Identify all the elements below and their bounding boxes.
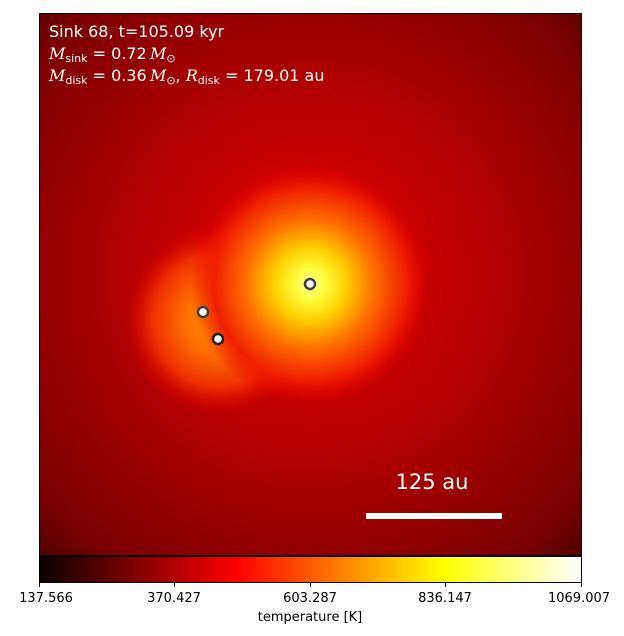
sink-marker xyxy=(211,332,225,346)
temperature-map xyxy=(39,13,582,556)
colorbar-tick-label: 137.566 xyxy=(19,591,73,606)
sink-marker xyxy=(303,277,317,291)
colorbar-tick-label: 1069.007 xyxy=(547,591,611,606)
sink-mass: Msink = 0.72 M⊙ xyxy=(49,44,176,65)
sink-marker xyxy=(196,305,210,319)
colorbar xyxy=(39,556,582,583)
temperature-image xyxy=(40,14,581,555)
colorbar-label: temperature [K] xyxy=(257,610,363,625)
colorbar-tick xyxy=(445,583,446,587)
colorbar-tick xyxy=(310,583,311,587)
colorbar-tick xyxy=(174,583,175,587)
colorbar-tick xyxy=(39,583,40,587)
scale-bar-label: 125 au xyxy=(395,470,469,494)
colorbar-tick-label: 836.147 xyxy=(418,591,472,606)
colorbar-gradient xyxy=(40,557,581,582)
scale-bar xyxy=(366,513,502,519)
disk-properties: Mdisk = 0.36 M⊙, Rdisk = 179.01 au xyxy=(49,66,325,87)
sink-title: Sink 68, t=105.09 kyr xyxy=(49,22,225,41)
colorbar-tick xyxy=(581,583,582,587)
colorbar-tick-label: 370.427 xyxy=(147,591,201,606)
colorbar-tick-label: 603.287 xyxy=(283,591,337,606)
